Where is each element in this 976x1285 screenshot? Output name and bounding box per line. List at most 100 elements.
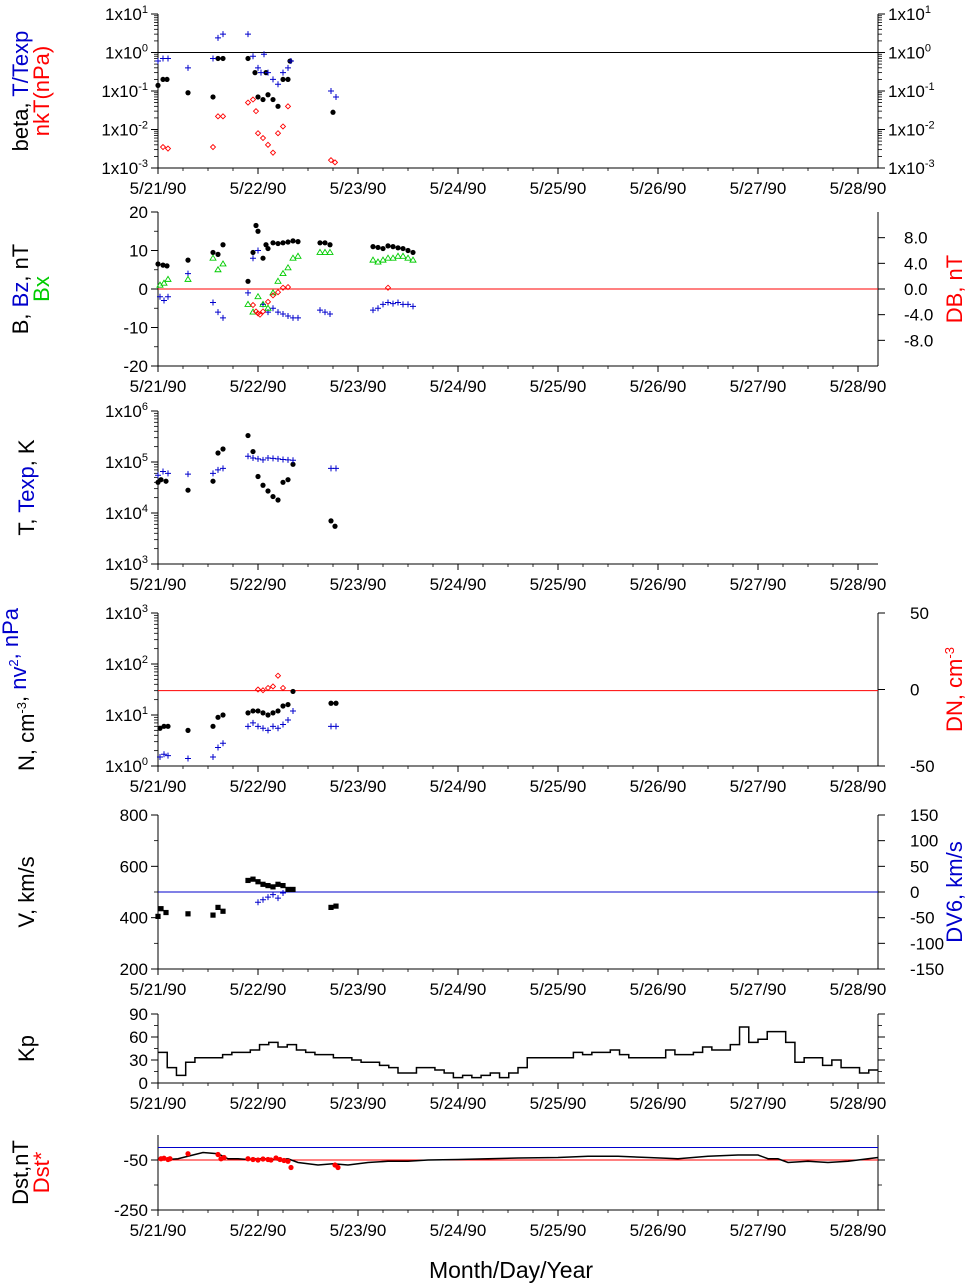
- data-point: [255, 228, 261, 234]
- data-point: [290, 688, 296, 695]
- data-point: [210, 299, 216, 306]
- data-point: [279, 284, 287, 291]
- data-point: [270, 76, 276, 83]
- y-tick-label: 1x101: [105, 4, 148, 24]
- data-point: [255, 723, 261, 730]
- data-point: [161, 723, 167, 729]
- y-tick-label: -20: [123, 357, 148, 376]
- data-point: [284, 283, 292, 291]
- data-point: [155, 82, 161, 88]
- y-axis-label: nkT(nPa): [29, 46, 54, 136]
- data-point: [263, 242, 269, 248]
- data-point: [155, 261, 161, 267]
- right-y-tick-label: -50: [910, 909, 935, 928]
- data-point: [155, 913, 161, 919]
- x-tick-label: 5/24/90: [430, 377, 487, 396]
- data-point: [255, 879, 261, 885]
- data-point: [245, 453, 251, 460]
- data-point: [255, 247, 261, 254]
- data-point: [285, 76, 291, 83]
- data-point: [250, 454, 256, 461]
- data-point: [185, 64, 191, 71]
- data-point: [332, 523, 338, 529]
- y-tick-label: 10: [129, 242, 148, 261]
- data-point: [157, 293, 163, 300]
- data-point: [326, 248, 334, 255]
- x-tick-label: 5/21/90: [130, 980, 187, 999]
- right-axis-label: DN, cm-3: [942, 647, 967, 732]
- y-tick-label: 1x10-1: [101, 81, 148, 101]
- data-point: [215, 450, 221, 456]
- data-point: [280, 311, 286, 318]
- data-point: [210, 754, 216, 761]
- data-point: [167, 1156, 173, 1162]
- series-db: [249, 283, 392, 318]
- data-point: [270, 710, 276, 716]
- data-point: [245, 55, 251, 62]
- x-tick-label: 5/21/90: [130, 777, 187, 796]
- y-tick-label: 1x102: [105, 654, 148, 674]
- y-tick-label: 1x10-2: [101, 120, 148, 140]
- x-tick-label: 5/27/90: [730, 1094, 787, 1113]
- data-point: [254, 292, 262, 300]
- y-tick-label: 20: [129, 203, 148, 222]
- series-v: [155, 876, 339, 919]
- x-tick-label: 5/22/90: [230, 980, 287, 999]
- series-b: [155, 222, 416, 284]
- data-point: [275, 708, 281, 714]
- x-tick-label: 5/25/90: [530, 980, 587, 999]
- series-n: [157, 688, 339, 733]
- x-tick-label: 5/26/90: [630, 980, 687, 999]
- data-point: [280, 76, 286, 83]
- data-point: [245, 1156, 251, 1162]
- y-tick-label: 1x106: [105, 401, 148, 421]
- series-dn: [254, 672, 287, 694]
- right-y-tick-label: 1x10-2: [888, 120, 935, 140]
- y-axis-label: Kp: [14, 1035, 39, 1062]
- data-point: [270, 240, 276, 246]
- data-point: [255, 899, 261, 906]
- x-tick-label: 5/27/90: [730, 377, 787, 396]
- y-tick-label: 1x103: [105, 554, 148, 574]
- data-point: [210, 94, 216, 100]
- x-tick-label: 5/25/90: [530, 575, 587, 594]
- data-point: [185, 471, 191, 478]
- x-tick-label: 5/21/90: [130, 575, 187, 594]
- data-point: [221, 1154, 227, 1161]
- data-point: [210, 723, 216, 729]
- y-axis-label: Dst*: [29, 1151, 54, 1193]
- right-y-tick-label: -150: [910, 960, 944, 979]
- data-point: [185, 755, 191, 762]
- x-tick-label: 5/24/90: [430, 179, 487, 198]
- x-tick-label: 5/27/90: [730, 179, 787, 198]
- data-point: [252, 70, 258, 76]
- panel-V: 800 600 400 200 150 100 50 0 -50 -100 -150 5/21/90 5…: [14, 806, 967, 999]
- y-axis-label: beta, T/Texp: [8, 31, 33, 152]
- y-tick-label: 0: [139, 1074, 148, 1093]
- data-point: [290, 707, 296, 714]
- data-point: [270, 891, 276, 898]
- data-point: [269, 149, 277, 156]
- data-point: [280, 721, 286, 728]
- data-point: [220, 908, 226, 914]
- data-point: [161, 297, 167, 304]
- data-point: [274, 130, 282, 137]
- right-y-tick-label: 0: [910, 883, 919, 902]
- x-tick-label: 5/23/90: [330, 1094, 387, 1113]
- y-tick-label: -10: [123, 319, 148, 338]
- data-point: [333, 723, 339, 730]
- data-point: [210, 478, 216, 484]
- data-point: [290, 461, 296, 467]
- data-point: [279, 123, 287, 130]
- data-point: [245, 877, 251, 884]
- x-tick-label: 5/26/90: [630, 777, 687, 796]
- y-tick-label: 60: [129, 1028, 148, 1047]
- data-point: [328, 88, 334, 94]
- data-point: [380, 301, 386, 308]
- right-y-tick-label: 8.0: [904, 229, 928, 248]
- data-point: [244, 99, 252, 106]
- data-point: [159, 143, 167, 151]
- data-point: [285, 716, 291, 723]
- data-point: [250, 876, 256, 882]
